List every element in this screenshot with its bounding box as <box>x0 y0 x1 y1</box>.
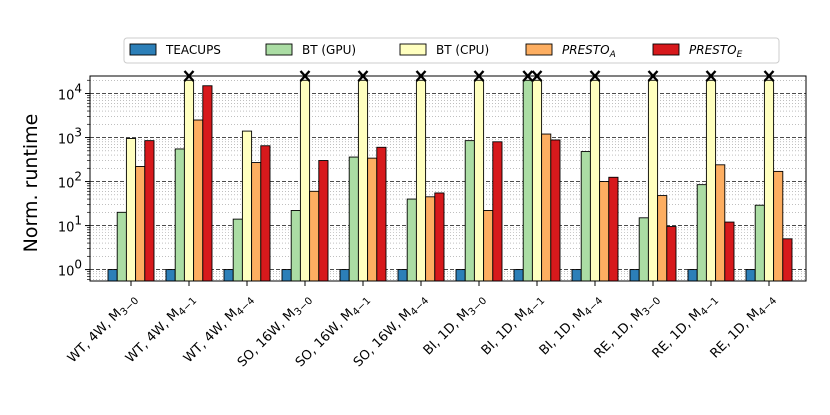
bar <box>550 139 561 282</box>
bars-group <box>107 79 793 282</box>
legend-entry: BT (CPU) <box>399 43 489 57</box>
bar <box>415 79 427 282</box>
bar <box>241 130 253 282</box>
legend-entry: BT (GPU) <box>265 43 356 57</box>
bar <box>696 184 707 282</box>
legend-swatch <box>399 43 427 56</box>
bar <box>492 141 503 282</box>
bar <box>260 145 271 282</box>
bar <box>434 192 445 282</box>
bar <box>513 269 524 282</box>
bar <box>657 195 668 282</box>
bar <box>638 217 649 282</box>
bar <box>608 176 619 282</box>
bar <box>571 269 582 282</box>
legend-label: PRESTOE <box>689 43 743 60</box>
bar <box>174 148 185 282</box>
bar <box>745 269 756 282</box>
legend-label: PRESTOA <box>562 43 616 60</box>
bar <box>782 238 793 282</box>
bar <box>483 210 494 282</box>
bar <box>541 133 552 282</box>
bar <box>339 269 350 282</box>
grid-lines <box>90 79 806 280</box>
legend-label: BT (GPU) <box>302 43 356 57</box>
bar <box>580 151 591 282</box>
bar <box>367 157 378 282</box>
x-tick-label: BI, 1D, M4−1 <box>479 291 548 360</box>
legend-swatch <box>129 43 157 56</box>
legend-entry: PRESTOA <box>525 43 616 60</box>
bar <box>223 269 234 282</box>
bar <box>754 204 765 282</box>
bar <box>763 79 775 282</box>
y-tick-label: 100 <box>58 258 82 280</box>
bar <box>183 79 195 282</box>
x-axis: WT, 4W, M3−0WT, 4W, M4−1WT, 4W, M4−4SO, … <box>65 281 779 370</box>
y-tick-label: 102 <box>58 170 82 192</box>
bar <box>647 79 659 282</box>
bar <box>125 138 137 282</box>
bar <box>107 269 118 282</box>
legend-label: TEACUPS <box>165 43 221 57</box>
legend-entry: TEACUPS <box>129 43 221 57</box>
bar <box>318 160 329 282</box>
bar <box>589 79 601 282</box>
bar <box>309 190 320 282</box>
y-axis: 100 101 102 103 104 <box>58 79 90 280</box>
bar <box>406 198 417 282</box>
bar <box>165 269 176 282</box>
bar <box>357 79 369 282</box>
bar <box>425 196 436 282</box>
bar <box>193 119 204 282</box>
bar <box>299 79 311 282</box>
y-tick-label: 103 <box>58 126 82 148</box>
y-tick-label: 101 <box>58 214 82 236</box>
x-tick-label: BI, 1D, M3−0 <box>421 291 490 360</box>
bar <box>724 221 735 282</box>
bar <box>348 156 359 282</box>
legend-swatch <box>525 43 553 56</box>
legend-swatch <box>652 43 680 56</box>
bar <box>715 164 726 282</box>
legend: TEACUPS BT (GPU) BT (CPU) PRESTOA PRESTOE <box>123 37 780 64</box>
bar <box>773 170 784 282</box>
bar <box>629 269 640 282</box>
y-axis-label: Norm. runtime <box>20 114 42 253</box>
bar <box>531 79 543 282</box>
bar <box>455 269 466 282</box>
bar <box>135 166 146 282</box>
bar <box>281 269 292 282</box>
bar <box>144 140 155 282</box>
bar <box>116 211 127 282</box>
bar <box>376 146 387 282</box>
bar <box>397 269 408 282</box>
plot-frame <box>89 75 807 282</box>
legend-entry: PRESTOE <box>652 43 743 60</box>
bar <box>599 181 610 282</box>
legend-label: BT (CPU) <box>436 43 489 57</box>
bar <box>705 79 717 282</box>
bar <box>251 162 262 282</box>
bar <box>666 226 677 282</box>
y-tick-label: 104 <box>58 82 82 104</box>
bar <box>232 218 243 282</box>
bar <box>202 85 213 282</box>
bar <box>522 79 533 282</box>
bar <box>473 79 485 282</box>
bar <box>464 140 475 282</box>
bar <box>290 210 301 282</box>
bar <box>687 269 698 282</box>
legend-swatch <box>265 43 293 56</box>
